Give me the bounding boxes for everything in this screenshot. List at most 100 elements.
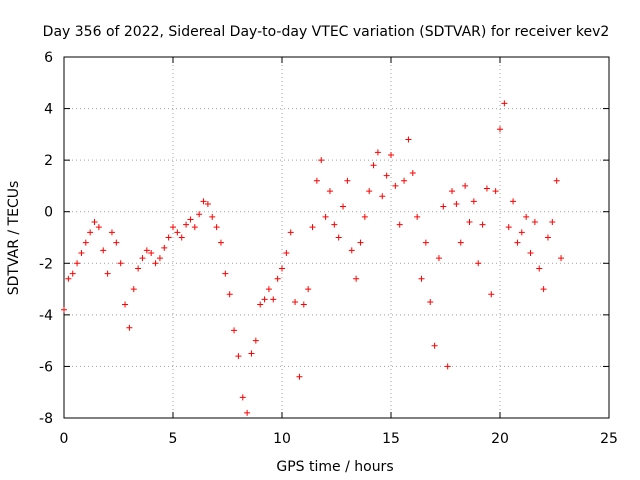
data-point	[87, 229, 94, 236]
data-point	[514, 239, 521, 246]
data-point	[326, 188, 333, 195]
data-point	[248, 350, 255, 357]
data-point	[65, 275, 72, 282]
data-point	[231, 327, 238, 334]
y-axis-label: SDTVAR / TECUs	[6, 181, 22, 296]
data-point	[226, 291, 233, 298]
data-point	[279, 265, 285, 272]
y-tick-label: -8	[39, 411, 53, 427]
data-point	[379, 193, 386, 200]
data-point	[383, 172, 390, 179]
data-point	[152, 260, 159, 267]
data-point	[353, 275, 360, 282]
x-tick-label: 15	[382, 431, 400, 447]
data-point	[178, 234, 185, 241]
data-point	[409, 170, 416, 177]
data-point	[388, 151, 394, 158]
x-tick-labels: 0 5 10 15 20 25	[60, 431, 618, 447]
data-point	[523, 213, 530, 220]
data-point	[501, 100, 508, 107]
data-point	[305, 286, 312, 293]
data-point	[392, 182, 399, 189]
data-point	[139, 255, 146, 262]
data-point	[431, 342, 438, 349]
data-point	[466, 219, 473, 226]
data-point	[239, 394, 246, 401]
x-tick-label: 20	[491, 431, 509, 447]
data-point	[348, 247, 355, 254]
data-point	[462, 182, 469, 189]
y-tick-label: 0	[44, 205, 53, 221]
chart-title: Day 356 of 2022, Sidereal Day-to-day VTE…	[43, 24, 610, 40]
data-point	[518, 229, 525, 236]
y-tick-label: -4	[39, 308, 53, 324]
data-point	[374, 149, 381, 156]
data-point	[143, 247, 150, 254]
data-point	[156, 255, 163, 262]
data-point	[135, 265, 142, 272]
data-point	[540, 286, 547, 293]
y-tick-label: -6	[39, 359, 53, 375]
data-point	[553, 177, 560, 184]
data-point	[318, 157, 325, 164]
data-point	[453, 200, 460, 207]
data-point	[122, 301, 129, 308]
data-point	[165, 234, 172, 241]
data-point	[427, 298, 434, 305]
y-tick-label: 4	[44, 102, 53, 118]
data-point	[61, 306, 67, 313]
data-point	[479, 221, 486, 228]
data-point	[531, 219, 538, 226]
data-point	[222, 270, 229, 277]
data-point	[183, 221, 190, 228]
data-point	[510, 198, 517, 205]
data-point	[196, 211, 203, 218]
data-point	[418, 275, 425, 282]
data-point	[340, 203, 347, 210]
data-point	[444, 363, 451, 370]
data-point	[283, 249, 290, 256]
data-point	[309, 224, 316, 231]
data-point	[505, 224, 512, 231]
data-point	[117, 260, 124, 267]
data-point	[549, 219, 556, 226]
data-point	[475, 260, 482, 267]
data-point	[396, 221, 403, 228]
x-tick-label: 25	[600, 431, 618, 447]
data-point	[95, 224, 102, 231]
data-point	[257, 301, 264, 308]
data-point	[361, 213, 368, 220]
data-point	[470, 198, 477, 205]
data-point	[370, 162, 377, 169]
data-point	[457, 239, 464, 246]
data-point	[544, 234, 551, 241]
data-point	[69, 270, 76, 277]
data-point	[261, 296, 268, 303]
data-point	[322, 213, 329, 220]
data-point	[497, 126, 503, 133]
data-point	[536, 265, 543, 272]
data-point	[335, 234, 342, 241]
data-point	[344, 177, 351, 184]
data-point	[414, 213, 421, 220]
data-point	[492, 188, 499, 195]
data-point	[265, 286, 272, 293]
x-tick-label: 0	[60, 431, 69, 447]
data-point	[104, 270, 111, 277]
data-point	[217, 239, 224, 246]
data-point	[357, 239, 364, 246]
data-point	[213, 224, 220, 231]
data-point	[488, 291, 495, 298]
data-point	[204, 200, 211, 207]
data-point	[449, 188, 456, 195]
data-point	[82, 239, 89, 246]
grid	[64, 57, 609, 418]
data-point	[270, 296, 277, 303]
x-axis-label: GPS time / hours	[276, 459, 393, 475]
x-tick-label: 10	[273, 431, 291, 447]
data-point	[558, 255, 565, 262]
data-point	[170, 224, 176, 231]
data-point	[113, 239, 120, 246]
data-point	[313, 177, 320, 184]
